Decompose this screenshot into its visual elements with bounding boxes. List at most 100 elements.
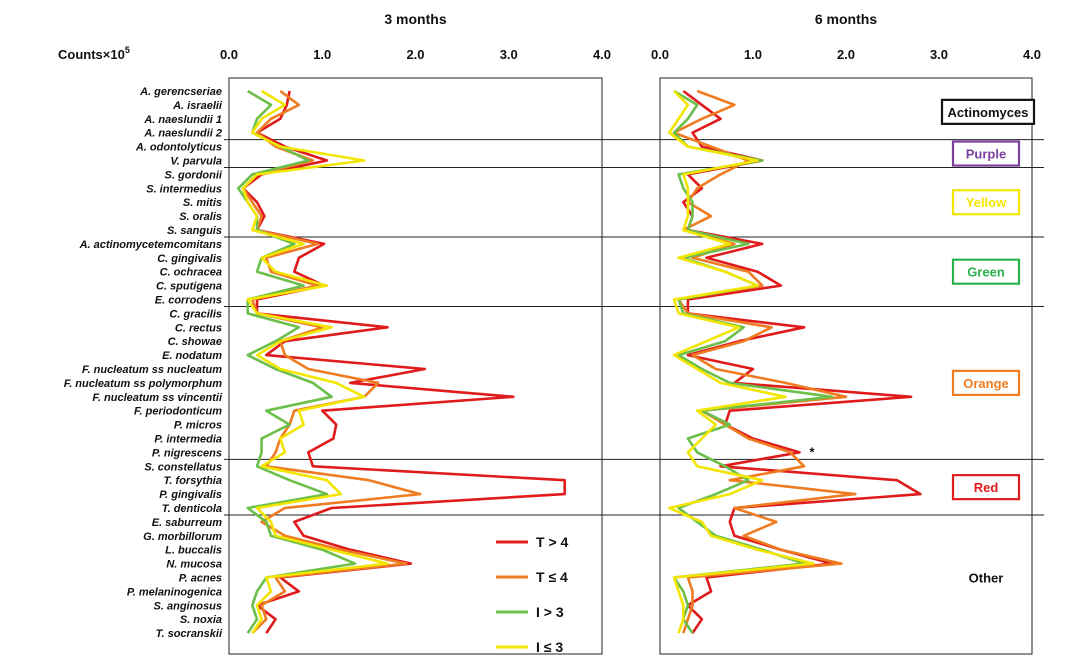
species-label-f-nucleatum-ss-nucleatum: F. nucleatum ss nucleatum: [82, 364, 222, 376]
legend-label: T > 4: [536, 534, 569, 550]
complex-label-actinomyces: Actinomyces: [940, 98, 1036, 125]
x-axis-label-exponent: 5: [125, 45, 130, 55]
complex-labels: Actinomyces Purple Yellow Green Orange Red Oth…: [940, 98, 1036, 586]
complex-box: [940, 98, 1036, 125]
x-tick-label: 4.0: [593, 47, 611, 62]
panels: 3 months 0.0 1.0 2.0 3.0 4.0 6 months 0.0 1.0 2.0…: [220, 11, 1041, 655]
species-label-a-gerencseriae: A. gerencseriae: [139, 86, 222, 98]
series-line-i-3: [672, 89, 834, 634]
legend-entry-i-3: I ≤ 3: [496, 639, 563, 655]
x-axis-label-main: Counts×10: [58, 47, 125, 62]
complex-text: Purple: [966, 147, 1006, 162]
x-tick-label: 0.0: [651, 47, 669, 62]
species-label-s-sanguis: S. sanguis: [167, 225, 222, 237]
species-label-l-buccalis: L. buccalis: [165, 545, 222, 557]
species-label-s-gordonii: S. gordonii: [165, 169, 223, 181]
complex-box: [951, 258, 1021, 285]
x-tick-label: 3.0: [500, 47, 518, 62]
species-label-t-denticola: T. denticola: [162, 503, 222, 515]
species-label-p-micros: P. micros: [174, 420, 222, 432]
species-label-s-mitis: S. mitis: [183, 197, 222, 209]
species-labels: A. gerencseriae A. israelii A. naeslundii …: [64, 86, 223, 640]
species-label-g-morbillorum: G. morbillorum: [143, 531, 222, 543]
x-tick-label: 4.0: [1023, 47, 1041, 62]
species-label-c-ochracea: C. ochracea: [160, 267, 222, 279]
complex-label-yellow: Yellow: [951, 189, 1021, 216]
species-label-a-actinomycetemcomitans: A. actinomycetemcomitans: [79, 239, 222, 251]
species-label-p-intermedia: P. intermedia: [154, 434, 222, 446]
series-line-t-4: [681, 89, 922, 634]
x-tick-label: 2.0: [406, 47, 424, 62]
complex-text: Yellow: [966, 195, 1007, 210]
species-label-c-sputigena: C. sputigena: [156, 281, 222, 293]
species-label-p-acnes: P. acnes: [179, 573, 222, 585]
species-label-c-gingivalis: C. gingivalis: [157, 253, 222, 265]
complex-box: [951, 369, 1021, 396]
series-line-t-4: [241, 90, 567, 634]
species-label-f-nucleatum-ss-vincentii: F. nucleatum ss vincentii: [92, 392, 223, 404]
panel-frame: [659, 77, 1033, 655]
species-label-s-intermedius: S. intermedius: [146, 183, 222, 195]
series-line-i-3: [667, 90, 815, 634]
panel-frame: [228, 77, 603, 655]
complex-text: Actinomyces: [948, 105, 1029, 120]
complex-text: Other: [969, 571, 1004, 586]
species-label-t-forsythia: T. forsythia: [164, 475, 222, 487]
species-label-e-saburreum: E. saburreum: [152, 517, 223, 529]
species-label-a-odontolyticus: A. odontolyticus: [135, 142, 222, 154]
species-label-t-socranskii: T. socranskii: [156, 628, 223, 640]
species-label-p-melaninogenica: P. melaninogenica: [127, 586, 222, 598]
series-line-i-3: [237, 89, 357, 634]
x-axis-label: Counts×105: [58, 45, 130, 62]
complex-separators: [224, 139, 1044, 516]
panel-title: 6 months: [815, 11, 877, 27]
legend: T > 4 T ≤ 4 I > 3 I ≤ 3: [496, 534, 569, 655]
species-label-s-anginosus: S. anginosus: [154, 600, 222, 612]
legend-label: T ≤ 4: [536, 569, 568, 585]
panel-title: 3 months: [384, 11, 446, 27]
complex-box: [951, 140, 1021, 167]
species-label-e-nodatum: E. nodatum: [162, 350, 222, 362]
complex-box: [951, 474, 1021, 501]
panel-6-months: 6 months 0.0 1.0 2.0 3.0 4.0 *: [651, 11, 1041, 655]
x-tick-label: 2.0: [837, 47, 855, 62]
species-label-v-parvula: V. parvula: [170, 156, 222, 168]
species-label-n-mucosa: N. mucosa: [166, 559, 222, 571]
legend-label: I > 3: [536, 604, 564, 620]
species-label-c-showae: C. showae: [168, 336, 222, 348]
complex-label-purple: Purple: [951, 140, 1021, 167]
complex-label-green: Green: [951, 258, 1021, 285]
complex-text: Red: [974, 480, 999, 495]
species-label-p-gingivalis: P. gingivalis: [159, 489, 222, 501]
species-label-c-gracilis: C. gracilis: [169, 308, 222, 320]
complex-text: Orange: [963, 376, 1009, 391]
species-label-a-naeslundii-2: A. naeslundii 2: [143, 128, 222, 140]
species-label-s-oralis: S. oralis: [179, 211, 222, 223]
species-label-f-periodonticum: F. periodonticum: [134, 406, 222, 418]
x-tick-label: 1.0: [313, 47, 331, 62]
species-label-s-constellatus: S. constellatus: [144, 461, 222, 473]
legend-entry-t-4: T ≤ 4: [496, 569, 568, 585]
species-label-c-rectus: C. rectus: [175, 322, 222, 334]
complex-text: Green: [967, 265, 1005, 280]
complex-label-orange: Orange: [951, 369, 1021, 396]
species-label-a-naeslundii-1: A. naeslundii 1: [143, 114, 222, 126]
panel-3-months: 3 months 0.0 1.0 2.0 3.0 4.0: [220, 11, 611, 655]
species-label-p-nigrescens: P. nigrescens: [152, 447, 222, 459]
legend-entry-t-4: T > 4: [496, 534, 569, 550]
x-tick-label: 3.0: [930, 47, 948, 62]
legend-entry-i-3: I > 3: [496, 604, 564, 620]
series-line-i-3: [241, 89, 389, 634]
series-line-t-4: [672, 89, 857, 634]
complex-label-other: Other: [969, 571, 1004, 586]
complex-label-red: Red: [951, 474, 1021, 501]
species-label-a-israelii: A. israelii: [172, 100, 223, 112]
x-tick-label: 0.0: [220, 47, 238, 62]
complex-box: [951, 189, 1021, 216]
species-label-e-corrodens: E. corrodens: [155, 295, 222, 307]
x-tick-label: 1.0: [744, 47, 762, 62]
species-label-f-nucleatum-ss-polymorphum: F. nucleatum ss polymorphum: [64, 378, 223, 390]
legend-label: I ≤ 3: [536, 639, 563, 655]
annotation-asterisk: *: [810, 444, 816, 459]
